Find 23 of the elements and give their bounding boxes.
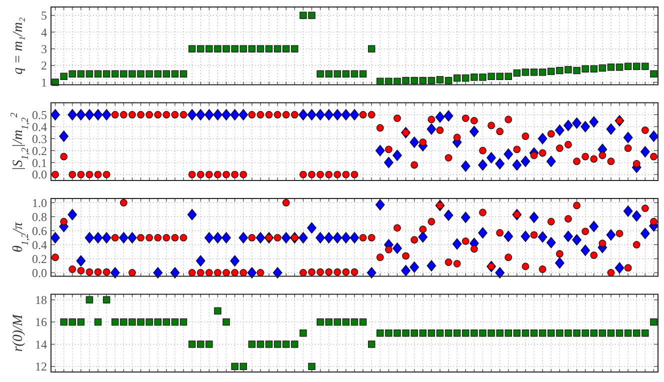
y-tick-label: 2 [41, 58, 47, 73]
y-tick-label: 12 [35, 360, 47, 374]
y-tick-label: 1.0 [32, 196, 47, 210]
y-tick-label: 0.4 [32, 238, 47, 252]
y-tick-label: 0.3 [32, 132, 47, 146]
y-tick-label: 0.1 [32, 156, 47, 170]
y-tick-label: 4 [41, 25, 47, 40]
y-tick-label: 0.8 [32, 210, 47, 224]
y-tick-label: 16 [35, 315, 47, 330]
y-tick-label: 0.0 [32, 168, 47, 182]
y-axis-title: r(0)/M [11, 313, 26, 352]
y-tick-label: 14 [35, 337, 47, 352]
y-tick-label: 3 [41, 42, 47, 56]
y-tick-label: 0.2 [32, 144, 47, 158]
y-tick-label: 1 [41, 75, 47, 90]
y-tick-label: 0.4 [32, 120, 47, 134]
y-tick-label: 0.2 [32, 252, 47, 266]
y-tick-label: 0.0 [32, 266, 47, 280]
y-tick-label: 18 [35, 293, 47, 308]
y-tick-label: 5 [41, 8, 47, 23]
y-tick-label: 0.5 [32, 108, 47, 122]
y-tick-label: 0.6 [32, 224, 47, 238]
y-axis-title: q = m₁/m₂ [11, 17, 26, 75]
